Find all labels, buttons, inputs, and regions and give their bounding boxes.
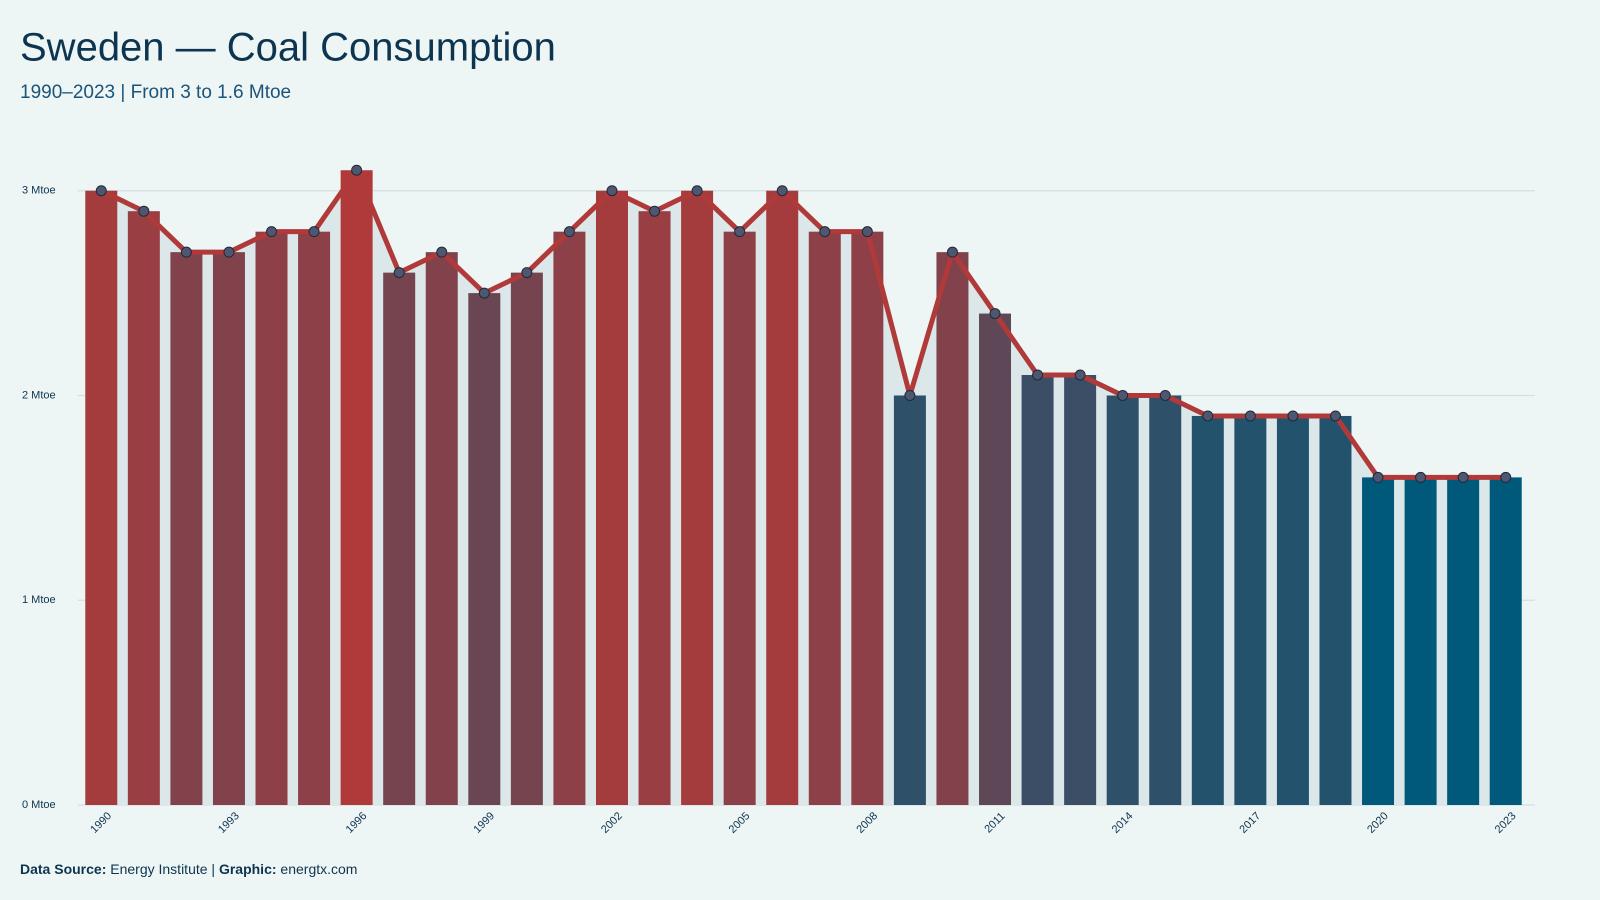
marker [734,226,746,238]
marker [1244,410,1256,422]
marker [351,164,363,176]
marker [819,226,831,238]
marker [1287,410,1299,422]
bar [510,272,543,806]
marker [393,267,405,279]
marker [1159,389,1171,401]
source: Energy Institute [110,861,207,877]
bar [383,272,416,806]
separator: | [211,861,215,877]
marker [904,389,916,401]
marker [691,185,703,197]
bar [681,190,714,805]
bar [723,231,756,805]
marker [606,185,618,197]
bar [425,252,458,806]
bar [1319,415,1352,805]
footer: Data Source: Energy Institute | Graphic:… [20,861,357,877]
marker [223,246,235,258]
marker [180,246,192,258]
bar [936,252,969,806]
bar [808,231,841,805]
marker [1457,471,1469,483]
bar [1276,415,1309,805]
bar [170,252,203,806]
credit: energtx.com [280,861,357,877]
marker [563,226,575,238]
marker [1202,410,1214,422]
marker [1117,389,1129,401]
bar [1021,375,1054,805]
bar [851,231,884,805]
bar [1447,477,1480,805]
bar [468,293,501,805]
bar [595,190,628,805]
y-tick-label: 3 Mtoe [22,185,56,197]
bar [638,211,671,805]
bar [1362,477,1395,805]
chart-subtitle: 1990–2023 | From 3 to 1.6 Mtoe [20,82,291,103]
chart-title: Sweden — Coal Consumption [20,26,556,70]
marker [649,205,661,217]
bar [298,231,331,805]
bar [979,313,1012,805]
bar [1064,375,1097,805]
marker [521,267,533,279]
bar [766,190,799,805]
bar [893,395,926,805]
marker [138,205,150,217]
credit-label: Graphic: [219,861,277,877]
marker [266,226,278,238]
bar [1191,415,1224,805]
source-label: Data Source: [20,861,106,877]
marker [1372,471,1384,483]
marker [1329,410,1341,422]
bar [85,190,118,805]
bar [212,252,245,806]
bar [127,211,160,805]
marker [776,185,788,197]
bar [1489,477,1522,805]
marker [308,226,320,238]
bar [340,170,373,805]
line [100,167,1506,480]
y-tick-label: 2 Mtoe [22,389,56,401]
marker [95,185,107,197]
marker [436,246,448,258]
marker [946,246,958,258]
marker [1032,369,1044,381]
marker [1074,369,1086,381]
bar [1106,395,1139,805]
marker [989,308,1001,320]
bar [1234,415,1267,805]
bar [1404,477,1437,805]
y-tick-label: 0 Mtoe [22,799,56,811]
bar [553,231,586,805]
bar [255,231,288,805]
marker [861,226,873,238]
y-tick-label: 1 Mtoe [22,594,56,606]
marker [478,287,490,299]
marker [1500,471,1512,483]
bar [1149,395,1182,805]
marker [1415,471,1427,483]
